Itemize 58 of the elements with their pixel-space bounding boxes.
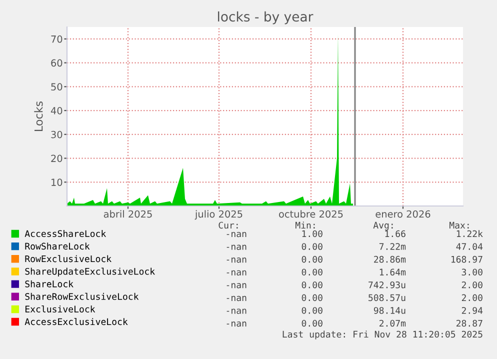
legend-label: ShareLock (25, 280, 74, 288)
text: 47.04 (456, 243, 483, 250)
y-tick-label: 50 (51, 83, 62, 90)
text: 1.64m (380, 268, 406, 276)
text: 0.00 (302, 307, 322, 314)
text: -nan (226, 322, 246, 327)
text: 508.57u (368, 294, 406, 302)
y-axis-title: Locks (34, 101, 43, 131)
text: -nan (226, 258, 246, 263)
legend-label: ExclusiveLock (26, 305, 96, 312)
x-tick-label: octubre 2025 (279, 210, 343, 218)
text: 0.00 (302, 243, 322, 250)
y-tick-label: 70 (51, 35, 62, 43)
text: 168.97 (451, 256, 482, 263)
text: 98.14u (374, 307, 406, 314)
text: 3.00 (462, 268, 482, 276)
y-tick-label: 40 (50, 107, 62, 114)
text: 1.22k (456, 230, 483, 238)
x-tick-label: abril 2025 (104, 210, 152, 218)
text: -nan (226, 308, 246, 314)
text: Cur: (218, 222, 238, 229)
text: -nan (226, 283, 246, 288)
text: 0.00 (302, 320, 322, 327)
y-tick-label: 60 (51, 59, 62, 67)
text: 28.87 (456, 320, 482, 327)
x-tick-label: julio 2025 (194, 210, 242, 220)
text: 2.94 (462, 307, 483, 314)
text: -nan (226, 232, 246, 238)
text: Last update: Fri Nov 28 11:20:05 2025 (282, 330, 482, 340)
y-tick-label: 30 (51, 130, 62, 138)
text: 1.00 (302, 230, 322, 238)
text: 2.00 (462, 294, 482, 302)
legend-label: ShareRowExclusiveLock (25, 292, 139, 300)
legend-label: RowShareLock (25, 242, 90, 250)
text: -nan (226, 270, 246, 276)
legend-label: ShareUpdateExclusiveLock (25, 268, 155, 277)
y-tick-label: 10 (52, 178, 62, 186)
x-tick-label: enero 2026 (376, 210, 430, 218)
y-tick-label: 20 (51, 154, 62, 162)
text: 1.66 (385, 230, 406, 238)
text: 0.00 (302, 294, 322, 302)
text: 0.00 (302, 281, 322, 288)
text: 2.07m (379, 320, 406, 327)
text: Min: (296, 222, 315, 229)
text: 0.00 (302, 256, 322, 263)
legend-label: RowExclusiveLock (25, 255, 112, 262)
legend-label: AccessShareLock (24, 230, 106, 238)
text: Avg: (373, 222, 393, 230)
text: -nan (226, 244, 246, 250)
text: 7.22m (379, 243, 406, 250)
legend-label: AccessExclusiveLock (24, 318, 128, 326)
text: -nan (226, 296, 246, 302)
text: 742.93u (368, 281, 406, 288)
text: 2.00 (462, 281, 482, 288)
text: 28.86m (374, 256, 406, 263)
chart-title: locks - by year (218, 11, 314, 24)
text: 0.00 (302, 268, 322, 276)
text: Max: (450, 222, 469, 229)
